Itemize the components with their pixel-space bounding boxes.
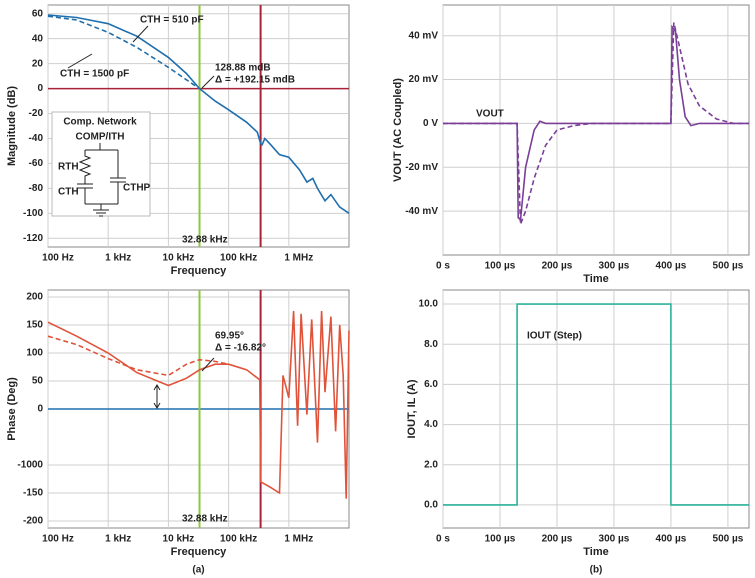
plots: 100 Hz 1 kHz 10 kHz 100 kHz 1 MHz6040200-20-… (6, 4, 750, 576)
y-axis-label: VOUT (AC Coupled) (392, 78, 404, 182)
x-tick-label: 100 Hz (42, 253, 74, 264)
series-line (443, 303, 749, 506)
y-tick-label: 0.0 (424, 500, 438, 511)
y-tick-label: 20 (32, 58, 44, 69)
series-label: CTH = 510 pF (140, 15, 204, 26)
chart: 0 s 100 µs 200 µs 300 µs 400 µs 500 µs 40 mV 20… (392, 4, 750, 285)
y-tick-label: 40 mV (409, 30, 439, 41)
annotation: 69.95° (215, 331, 244, 342)
x-tick-label: 10 kHz (163, 253, 195, 264)
y-tick-label: -200 (23, 516, 43, 527)
y-tick-label: 6.0 (424, 379, 438, 390)
y-tick-label: 0 V (423, 118, 438, 129)
y-tick-label: 2.0 (424, 459, 438, 470)
y-tick-label: -150 (23, 488, 43, 499)
series-line (47, 15, 200, 90)
annotation: VOUT (476, 109, 504, 120)
x-tick-label: 200 µs (542, 261, 573, 272)
x-axis-label: Frequency (171, 265, 228, 277)
x-tick-label: 100 kHz (220, 253, 257, 264)
annotation: Comp. Network (63, 117, 137, 128)
y-tick-label: -120 (23, 233, 43, 244)
schematic (77, 143, 126, 217)
series-line (47, 310, 350, 499)
y-axis-label: Magnitude (dB) (6, 86, 18, 166)
annotation: IOUT (Step) (527, 331, 582, 342)
y-tick-label: 0 (37, 404, 43, 415)
annotation: 32.88 kHz (182, 235, 228, 246)
annotation: 128.88 mdB (215, 63, 271, 74)
x-tick-label: 100 µs (485, 534, 516, 545)
annotation: CTHP (123, 183, 151, 194)
x-axis-label: Frequency (171, 546, 228, 558)
annotation: Δ = -16.82° (215, 343, 266, 354)
x-tick-label: 500 µs (713, 534, 744, 545)
x-tick-label: 400 µs (656, 261, 687, 272)
x-tick-label: 100 Hz (42, 534, 74, 545)
y-tick-label: -40 (29, 133, 44, 144)
x-tick-label: 500 µs (713, 261, 744, 272)
arrows (67, 25, 215, 409)
annotation: CTH (58, 187, 79, 198)
x-tick-label: 100 kHz (220, 534, 257, 545)
x-tick-label: 100 µs (485, 261, 516, 272)
annotation: RTH (58, 162, 79, 173)
plot-area (442, 289, 750, 529)
x-tick-label: 1 MHz (284, 534, 313, 545)
plot-area (442, 4, 750, 256)
y-tick-label: 200 (26, 292, 43, 303)
chart: 100 Hz 1 kHz 10 kHz 100 kHz 1 MHz 200 150 100 50… (6, 289, 350, 576)
y-tick-label: 8.0 (424, 339, 438, 350)
x-tick-label: 0 s (436, 261, 450, 272)
y-tick-label: 150 (26, 320, 43, 331)
y-axis-label: IOUT, IL (A) (406, 379, 418, 438)
x-tick-label: 10 kHz (163, 534, 195, 545)
series-line (443, 22, 749, 225)
y-tick-label: 40 (32, 33, 44, 44)
x-tick-label: 200 µs (542, 534, 573, 545)
x-axis-label: Time (583, 546, 608, 558)
series-line (47, 335, 229, 377)
y-tick-label: 4.0 (424, 419, 438, 430)
series-line (47, 14, 350, 214)
x-tick-label: 0 s (436, 534, 450, 545)
y-tick-label: 50 (32, 376, 44, 387)
chart: 0 s 100 µs 200 µs 300 µs 400 µs 500 µs 0.0 2.0 4… (406, 289, 750, 576)
y-tick-label: -80 (29, 183, 44, 194)
y-tick-label: -40 mV (405, 206, 438, 217)
y-tick-label: 0 (37, 83, 43, 94)
x-tick-label: 300 µs (599, 534, 630, 545)
caption: (b) (590, 565, 603, 576)
annotation: COMP/ITH (76, 132, 125, 143)
series-label: CTH = 1500 pF (60, 69, 129, 80)
y-tick-label: 20 mV (409, 74, 439, 85)
annotation: Δ = +192.15 mdB (215, 75, 295, 86)
y-tick-label: -100 (23, 208, 43, 219)
y-tick-label: -20 mV (405, 162, 438, 173)
x-tick-label: 1 MHz (284, 253, 313, 264)
y-tick-label: 60 (32, 8, 44, 19)
y-axis-label: Phase (Deg) (6, 377, 18, 441)
caption: (a) (192, 565, 204, 576)
schematic-box (51, 111, 151, 217)
y-tick-label: 100 (26, 348, 43, 359)
x-axis-label: Time (583, 273, 608, 285)
x-tick-label: 300 µs (599, 261, 630, 272)
x-tick-label: 400 µs (656, 534, 687, 545)
annotation: 32.88 kHz (182, 514, 228, 525)
y-tick-label: 10.0 (419, 299, 439, 310)
x-tick-label: 1 kHz (105, 253, 131, 264)
y-tick-label: -60 (29, 158, 44, 169)
y-tick-label: -1000 (17, 460, 43, 471)
y-tick-label: -20 (29, 108, 44, 119)
x-tick-label: 1 kHz (105, 534, 131, 545)
